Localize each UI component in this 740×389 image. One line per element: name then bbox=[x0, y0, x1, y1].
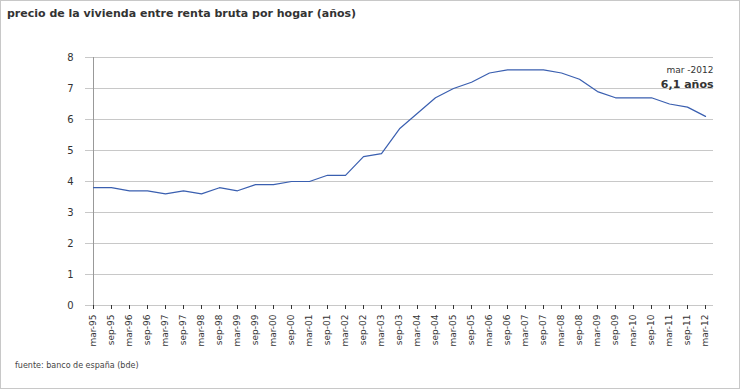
svg-text:mar-05: mar-05 bbox=[448, 315, 458, 347]
svg-text:sep-98: sep-98 bbox=[214, 314, 224, 345]
svg-text:sep-97: sep-97 bbox=[178, 315, 188, 346]
svg-text:sep-00: sep-00 bbox=[286, 314, 296, 345]
svg-text:sep-10: sep-10 bbox=[646, 314, 656, 345]
svg-text:8: 8 bbox=[67, 52, 73, 63]
svg-text:mar-12: mar-12 bbox=[700, 315, 710, 347]
svg-text:sep-11: sep-11 bbox=[682, 315, 692, 346]
svg-text:mar-09: mar-09 bbox=[592, 314, 602, 346]
svg-text:sep-01: sep-01 bbox=[322, 315, 332, 346]
svg-text:sep-03: sep-03 bbox=[394, 315, 404, 346]
svg-text:5: 5 bbox=[67, 145, 73, 156]
svg-text:4: 4 bbox=[67, 176, 73, 187]
svg-text:mar-96: mar-96 bbox=[124, 314, 134, 346]
svg-text:sep-04: sep-04 bbox=[430, 314, 440, 345]
svg-text:sep-07: sep-07 bbox=[538, 315, 548, 346]
svg-text:mar-95: mar-95 bbox=[88, 315, 98, 347]
svg-text:sep-05: sep-05 bbox=[466, 315, 476, 346]
html-text:fuente: banco de españa (bde): fuente: banco de españa (bde) bbox=[15, 361, 139, 370]
svg-text:mar -2012: mar -2012 bbox=[667, 65, 714, 75]
svg-text:mar-06: mar-06 bbox=[484, 314, 494, 346]
svg-text:sep-08: sep-08 bbox=[574, 314, 584, 345]
svg-text:sep-09: sep-09 bbox=[610, 314, 620, 345]
svg-text:mar-11: mar-11 bbox=[664, 315, 674, 347]
svg-text:2: 2 bbox=[67, 238, 73, 249]
svg-text:sep-99: sep-99 bbox=[250, 314, 260, 345]
svg-text:sep-96: sep-96 bbox=[142, 314, 152, 345]
svg-text:sep-95: sep-95 bbox=[106, 315, 116, 346]
html-text:precio de la vivienda entre re: precio de la vivienda entre renta bruta … bbox=[7, 7, 357, 20]
svg-text:0: 0 bbox=[67, 300, 73, 311]
svg-text:mar-98: mar-98 bbox=[196, 314, 206, 346]
svg-text:sep-06: sep-06 bbox=[502, 314, 512, 345]
svg-text:mar-07: mar-07 bbox=[520, 315, 530, 347]
svg-text:6: 6 bbox=[67, 114, 73, 125]
svg-text:3: 3 bbox=[67, 207, 73, 218]
svg-text:mar-02: mar-02 bbox=[340, 315, 350, 347]
svg-text:mar-97: mar-97 bbox=[160, 315, 170, 347]
svg-text:7: 7 bbox=[67, 83, 73, 94]
svg-text:1: 1 bbox=[67, 269, 73, 280]
svg-text:mar-08: mar-08 bbox=[556, 314, 566, 346]
svg-text:sep-02: sep-02 bbox=[358, 315, 368, 346]
svg-text:mar-99: mar-99 bbox=[232, 314, 242, 346]
svg-text:6,1 años: 6,1 años bbox=[661, 78, 714, 91]
svg-text:mar-01: mar-01 bbox=[304, 315, 314, 347]
svg-text:mar-03: mar-03 bbox=[376, 315, 386, 347]
svg-text:mar-00: mar-00 bbox=[268, 314, 278, 346]
svg-text:mar-04: mar-04 bbox=[412, 314, 422, 346]
svg-text:mar-10: mar-10 bbox=[628, 314, 638, 346]
